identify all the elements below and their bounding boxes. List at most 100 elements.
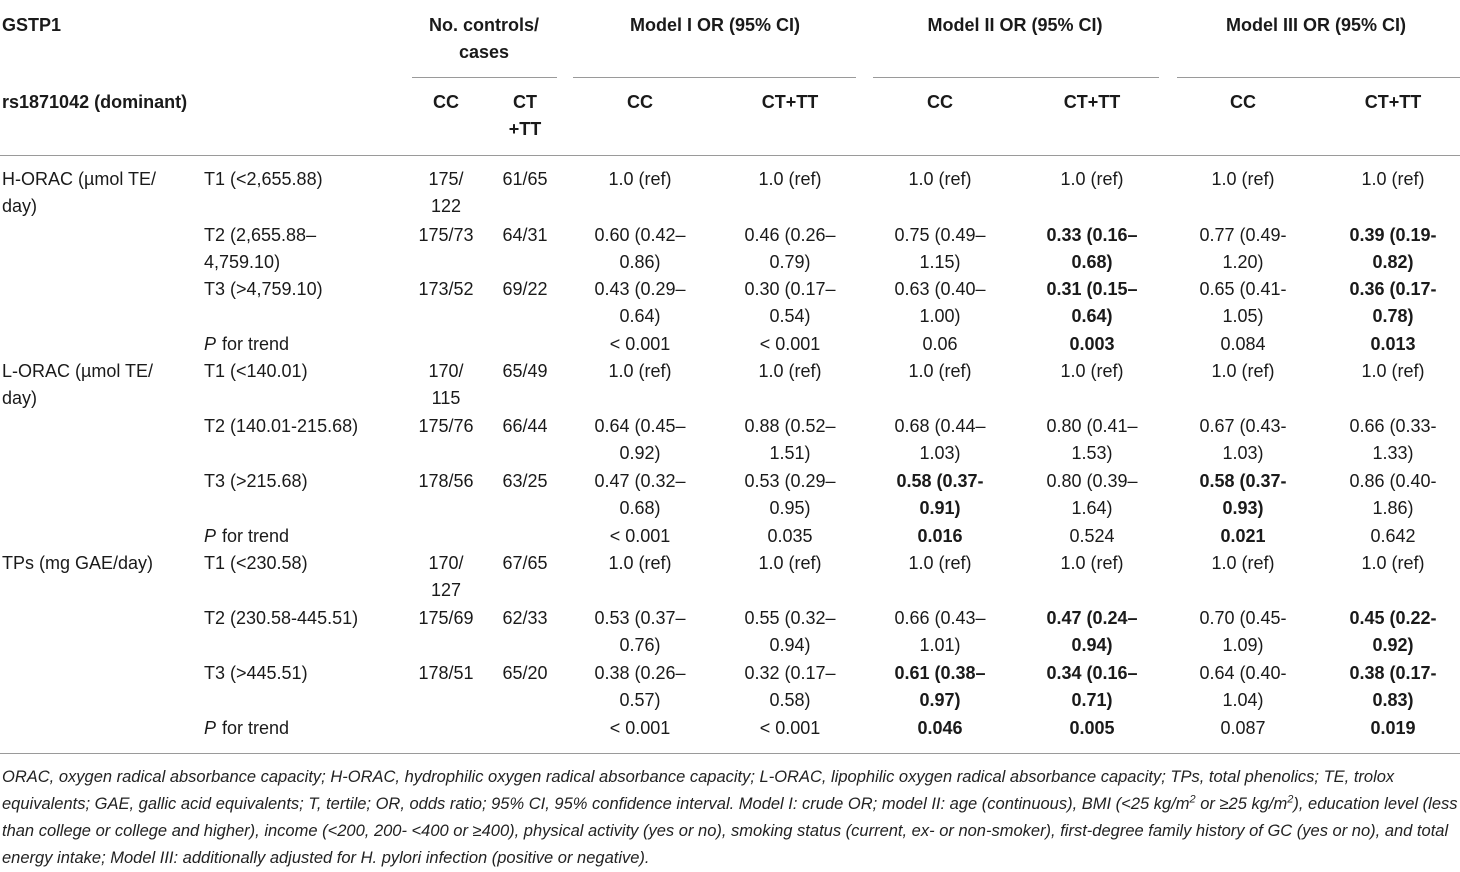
tertile-label: for trend	[222, 718, 290, 738]
ct-count: 62/33	[502, 608, 548, 628]
ct-count: 65/20	[502, 663, 548, 683]
or-cell: 0.39 (0.19-	[1349, 225, 1437, 245]
or-cell: 0.91)	[919, 498, 961, 518]
or-cell: 0.80 (0.41–	[1046, 416, 1138, 436]
cc-count: 178/56	[418, 471, 474, 491]
tertile-label: T3 (>215.68)	[204, 471, 308, 491]
cc-count: 115	[431, 388, 461, 408]
model2-title: Model II OR (95% CI)	[927, 15, 1103, 35]
or-cell: 1.33)	[1372, 443, 1414, 463]
cc-count: 170/	[428, 361, 464, 381]
or-cell: 0.53 (0.29–	[744, 471, 836, 491]
model1-title: Model I OR (95% CI)	[629, 15, 801, 35]
or-cell: 1.09)	[1222, 635, 1264, 655]
or-cell: 0.54)	[769, 306, 811, 326]
or-cell: 0.82)	[1372, 252, 1414, 272]
or-cell: 1.0 (ref)	[1361, 553, 1425, 573]
footnote-sup-2: 2	[1287, 793, 1294, 806]
tertile-label: T3 (>4,759.10)	[204, 279, 323, 299]
or-cell: 0.79)	[769, 252, 811, 272]
or-cell: 0.86 (0.40-	[1349, 471, 1437, 491]
or-cell: 0.046	[917, 718, 963, 738]
or-cell: < 0.001	[609, 718, 671, 738]
or-cell: 0.019	[1370, 718, 1416, 738]
cc-count: 170/	[428, 553, 464, 573]
cc-count: 178/51	[418, 663, 474, 683]
ct-count: 67/65	[502, 553, 548, 573]
or-cell: 0.64)	[1071, 306, 1113, 326]
or-cell: 1.01)	[919, 635, 961, 655]
or-cell: 0.64 (0.45–	[594, 416, 686, 436]
or-cell: 0.55 (0.32–	[744, 608, 836, 628]
model1-underline	[573, 77, 856, 78]
or-cell: 0.88 (0.52–	[744, 416, 836, 436]
or-cell: 0.80 (0.39–	[1046, 471, 1138, 491]
or-cell: 1.0 (ref)	[608, 169, 672, 189]
or-cell: 0.38 (0.26–	[594, 663, 686, 683]
ct-count: 65/49	[502, 361, 548, 381]
or-cell: 0.06	[922, 334, 958, 354]
or-cell: < 0.001	[609, 526, 671, 546]
or-cell: 1.00)	[919, 306, 961, 326]
cc-count: 175/76	[418, 416, 474, 436]
ct-count: 63/25	[502, 471, 548, 491]
model2-cttt-header: CT+TT	[1063, 92, 1121, 112]
or-cell: 0.61 (0.38–	[894, 663, 986, 683]
tertile-label: T2 (140.01-215.68)	[204, 416, 359, 436]
or-cell: 0.32 (0.17–	[744, 663, 836, 683]
tertile-label: T1 (<140.01)	[204, 361, 308, 381]
or-cell: 0.65 (0.41-	[1199, 279, 1287, 299]
ct-count: 66/44	[502, 416, 548, 436]
or-cell: 1.0 (ref)	[1060, 553, 1124, 573]
or-cell: 1.03)	[1222, 443, 1264, 463]
or-cell: < 0.001	[759, 718, 821, 738]
or-cell: 1.0 (ref)	[1060, 169, 1124, 189]
or-cell: 0.92)	[1372, 635, 1414, 655]
or-cell: 0.58 (0.37-	[1199, 471, 1287, 491]
or-cell: 0.524	[1069, 526, 1115, 546]
or-cell: 1.51)	[769, 443, 811, 463]
counts-ct-header-line2: +TT	[508, 119, 542, 139]
or-cell: 1.86)	[1372, 498, 1414, 518]
or-cell: 1.53)	[1071, 443, 1113, 463]
trend-p-label: P	[204, 718, 217, 738]
tertile-label: T1 (<2,655.88)	[204, 169, 323, 189]
or-cell: 1.0 (ref)	[1211, 169, 1275, 189]
or-cell: 1.0 (ref)	[758, 169, 822, 189]
or-cell: 0.58 (0.37-	[896, 471, 984, 491]
or-cell: 1.0 (ref)	[908, 169, 972, 189]
or-cell: 0.71)	[1071, 690, 1113, 710]
model1-cttt-header: CT+TT	[761, 92, 819, 112]
or-cell: 0.36 (0.17-	[1349, 279, 1437, 299]
or-cell: 1.0 (ref)	[1361, 169, 1425, 189]
or-cell: 0.68)	[1071, 252, 1113, 272]
or-cell: 0.021	[1220, 526, 1266, 546]
or-cell: 0.57)	[619, 690, 661, 710]
cc-count: 175/69	[418, 608, 474, 628]
tertile-label: for trend	[222, 334, 290, 354]
or-cell: 0.68 (0.44–	[894, 416, 986, 436]
or-cell: 1.0 (ref)	[1060, 361, 1124, 381]
or-cell: 0.003	[1069, 334, 1115, 354]
header-divider	[0, 155, 1460, 156]
or-cell: 0.34 (0.16–	[1046, 663, 1138, 683]
or-cell: 1.0 (ref)	[758, 361, 822, 381]
model3-underline	[1177, 77, 1460, 78]
or-cell: 0.66 (0.43–	[894, 608, 986, 628]
or-cell: 0.86)	[619, 252, 661, 272]
or-cell: 0.67 (0.43-	[1199, 416, 1287, 436]
or-cell: 0.53 (0.37–	[594, 608, 686, 628]
tertile-label: 4,759.10)	[204, 252, 281, 272]
or-cell: 0.005	[1069, 718, 1115, 738]
or-cell: 0.63 (0.40–	[894, 279, 986, 299]
cc-count: 175/	[428, 169, 464, 189]
or-cell: 1.05)	[1222, 306, 1264, 326]
or-cell: 1.0 (ref)	[1211, 553, 1275, 573]
or-cell: 0.016	[917, 526, 963, 546]
or-cell: 0.30 (0.17–	[744, 279, 836, 299]
trend-p-label: P	[204, 526, 217, 546]
or-cell: 1.15)	[919, 252, 961, 272]
or-cell: 0.93)	[1222, 498, 1264, 518]
tertile-label: T3 (>445.51)	[204, 663, 308, 683]
